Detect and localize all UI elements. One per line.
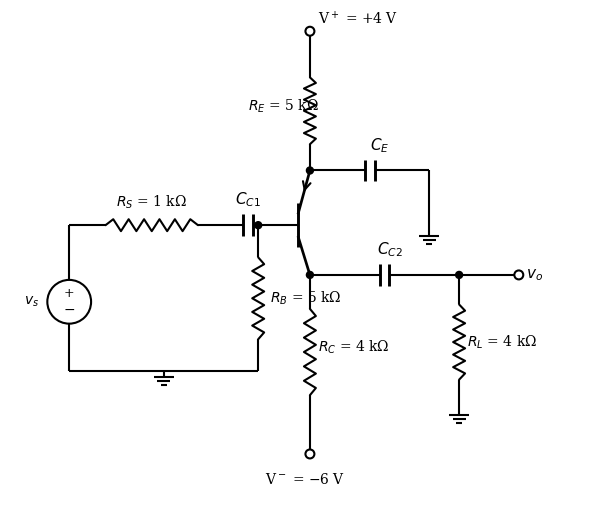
Text: $R_S$ = 1 kΩ: $R_S$ = 1 kΩ xyxy=(116,194,187,211)
Text: $C_{C1}$: $C_{C1}$ xyxy=(235,190,261,209)
Circle shape xyxy=(306,271,313,278)
Text: $R_C$ = 4 kΩ: $R_C$ = 4 kΩ xyxy=(318,339,389,356)
Text: −: − xyxy=(63,303,75,317)
Text: $v_o$: $v_o$ xyxy=(526,267,543,283)
Circle shape xyxy=(455,271,463,278)
Text: $R_B$ = 5 kΩ: $R_B$ = 5 kΩ xyxy=(270,290,342,307)
Circle shape xyxy=(306,167,313,174)
Text: +: + xyxy=(64,288,74,301)
Text: $C_{C2}$: $C_{C2}$ xyxy=(376,240,402,259)
Text: V$^+$ = +4 V: V$^+$ = +4 V xyxy=(318,10,398,27)
Text: $R_L$ = 4 kΩ: $R_L$ = 4 kΩ xyxy=(467,333,537,351)
Circle shape xyxy=(255,222,262,229)
Text: $R_E$ = 5 kΩ: $R_E$ = 5 kΩ xyxy=(248,97,319,114)
Text: $C_E$: $C_E$ xyxy=(370,136,389,154)
Text: V$^-$ = −6 V: V$^-$ = −6 V xyxy=(265,472,345,487)
Text: $v_s$: $v_s$ xyxy=(24,294,40,309)
